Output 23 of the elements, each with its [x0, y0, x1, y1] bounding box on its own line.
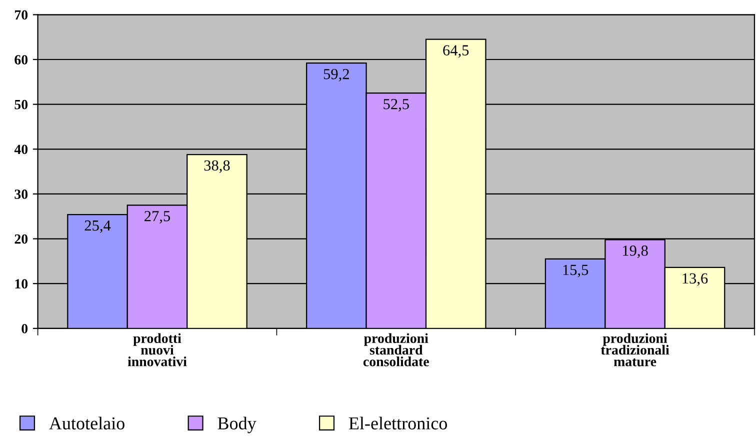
data-label: 15,5: [563, 264, 588, 278]
data-label: 38,8: [204, 160, 230, 173]
y-tick-label: 30: [14, 190, 28, 199]
data-label: 64,5: [443, 45, 469, 58]
legend-label: Body: [218, 416, 256, 434]
data-label: 52,5: [384, 98, 409, 112]
legend-label: El-elettronico: [348, 416, 448, 430]
data-label: 27,5: [144, 211, 170, 224]
data-label: 19,8: [623, 245, 648, 258]
x-tick-label: produzioni tradizionali mature: [600, 333, 670, 366]
y-tick-label: 20: [14, 234, 28, 244]
y-tick-label: 50: [14, 100, 28, 110]
y-tick-label: 60: [14, 55, 28, 64]
y-tick-label: 10: [15, 279, 28, 289]
y-tick-label: 70: [14, 10, 28, 20]
x-tick-label: produzioni standard consolidate: [363, 333, 429, 366]
data-label: 59,2: [324, 68, 349, 82]
legend-label: Autotelaio: [49, 416, 124, 430]
y-tick-label: 0: [22, 324, 28, 334]
data-label: 13,6: [682, 273, 708, 286]
x-tick-label: prodotti nuovi innovativi: [128, 333, 187, 366]
data-label: 25,4: [84, 220, 111, 233]
y-tick-label: 40: [14, 144, 28, 154]
